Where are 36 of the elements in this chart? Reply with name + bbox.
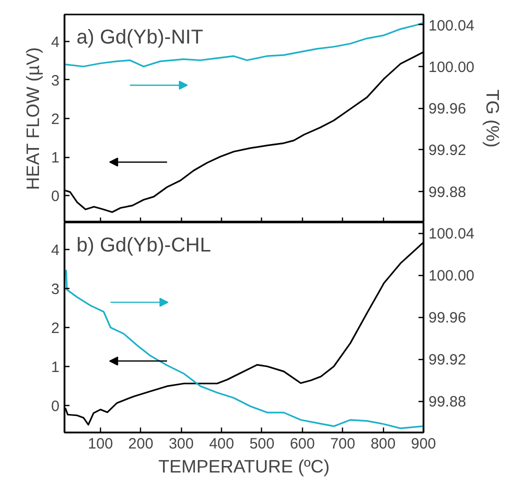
y-tick-label: 4: [51, 34, 60, 51]
x-tick-label: 600: [290, 436, 315, 452]
y2-axis-title: TG (%): [482, 90, 502, 148]
y-tick-label: 2: [51, 111, 60, 128]
y2-tick-label: 99.88: [428, 184, 466, 201]
y-tick-label: 2: [51, 320, 60, 337]
y-tick-label: 0: [51, 398, 60, 415]
line-series: [64, 22, 424, 68]
x-axis-title: TEMPERATURE (ºC): [158, 456, 330, 476]
annotation: a) Gd(Yb)-NIT: [76, 26, 204, 48]
x-tick-label: 700: [330, 436, 356, 452]
y2-tick-label: 100.04: [428, 17, 474, 34]
y-tick-label: 3: [51, 72, 60, 90]
y2-tick-label: 99.88: [428, 394, 466, 410]
y2-tick-label: 100.04: [428, 226, 474, 242]
x-tick-label: 100: [88, 436, 113, 452]
y-tick-label: 1: [51, 358, 60, 376]
x-tick-label: 200: [128, 436, 154, 452]
y2-tick-label: 100.00: [428, 59, 474, 76]
x-tick-label: 500: [249, 436, 274, 452]
x-tick-label: 900: [410, 436, 436, 452]
y2-tick-label: 99.96: [428, 100, 466, 118]
y2-tick-label: 100.00: [428, 268, 474, 284]
x-tick-label: 300: [168, 436, 194, 452]
y2-tick-label: 99.92: [428, 352, 466, 368]
y2-tick-label: 99.96: [428, 310, 466, 326]
x-tick-label: 800: [370, 436, 396, 452]
line-series: [65, 268, 424, 430]
y2-tick-label: 99.92: [428, 142, 466, 160]
y-axis-title: HEAT FLOW (µV): [23, 47, 44, 190]
y-tick-label: 1: [51, 150, 60, 167]
y-tick-label: 0: [51, 188, 60, 206]
y-tick-label: 4: [51, 242, 60, 260]
y-tick-label: 3: [51, 281, 60, 298]
x-tick-label: 400: [209, 436, 234, 452]
annotation: b) Gd(Yb)-CHL: [76, 234, 211, 256]
